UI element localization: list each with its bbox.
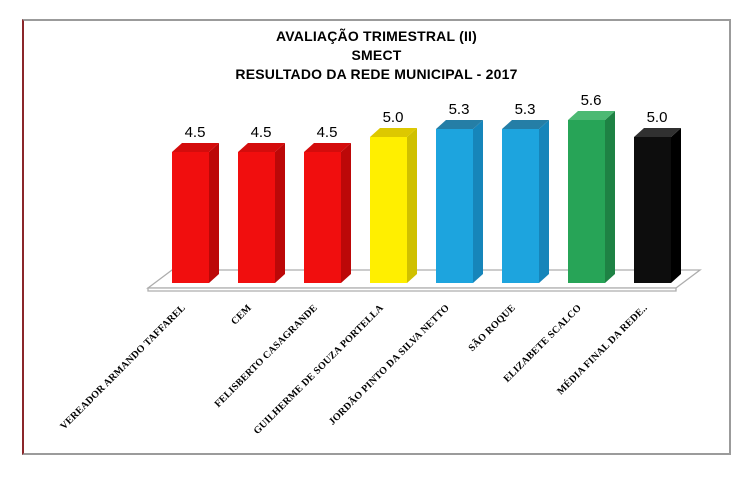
bar-side bbox=[407, 128, 417, 283]
bar-side bbox=[605, 111, 615, 283]
bar-value-label: 5.0 bbox=[382, 109, 404, 126]
bar-front bbox=[172, 152, 209, 283]
bar-front bbox=[502, 129, 539, 283]
bar-top bbox=[304, 143, 351, 152]
bar-top bbox=[370, 128, 417, 137]
bar-value-label: 5.6 bbox=[580, 92, 602, 109]
chart-title-line-3: RESULTADO DA REDE MUNICIPAL - 2017 bbox=[235, 66, 518, 82]
bar-value-label: 5.0 bbox=[646, 109, 668, 126]
bar-front bbox=[568, 120, 605, 283]
chart-title-line-2: SMECT bbox=[351, 47, 402, 63]
bar-top bbox=[172, 143, 219, 152]
bar-top bbox=[634, 128, 681, 137]
bar-top bbox=[436, 120, 483, 129]
bar-side bbox=[473, 120, 483, 283]
bar-value-label: 4.5 bbox=[250, 124, 272, 141]
bar-value-label: 5.3 bbox=[448, 101, 470, 118]
bar-value-label: 5.3 bbox=[514, 101, 536, 118]
bar-side bbox=[341, 143, 351, 283]
bar-top bbox=[238, 143, 285, 152]
bar-side bbox=[671, 128, 681, 283]
chart-title: AVALIAÇÃO TRIMESTRAL (II) SMECT RESULTAD… bbox=[22, 27, 731, 84]
bar-front bbox=[304, 152, 341, 283]
plot-floor bbox=[146, 269, 702, 289]
bar-side bbox=[539, 120, 549, 283]
bar-front bbox=[634, 137, 671, 283]
bar-side bbox=[209, 143, 219, 283]
bar-front bbox=[370, 137, 407, 283]
chart-title-line-1: AVALIAÇÃO TRIMESTRAL (II) bbox=[276, 28, 477, 44]
bar-value-label: 4.5 bbox=[316, 124, 338, 141]
plot-floor-edge bbox=[147, 287, 677, 292]
bar-top bbox=[568, 111, 615, 120]
bar-top bbox=[502, 120, 549, 129]
bar-side bbox=[275, 143, 285, 283]
bar-front bbox=[436, 129, 473, 283]
bar-value-label: 4.5 bbox=[184, 124, 206, 141]
bar-front bbox=[238, 152, 275, 283]
